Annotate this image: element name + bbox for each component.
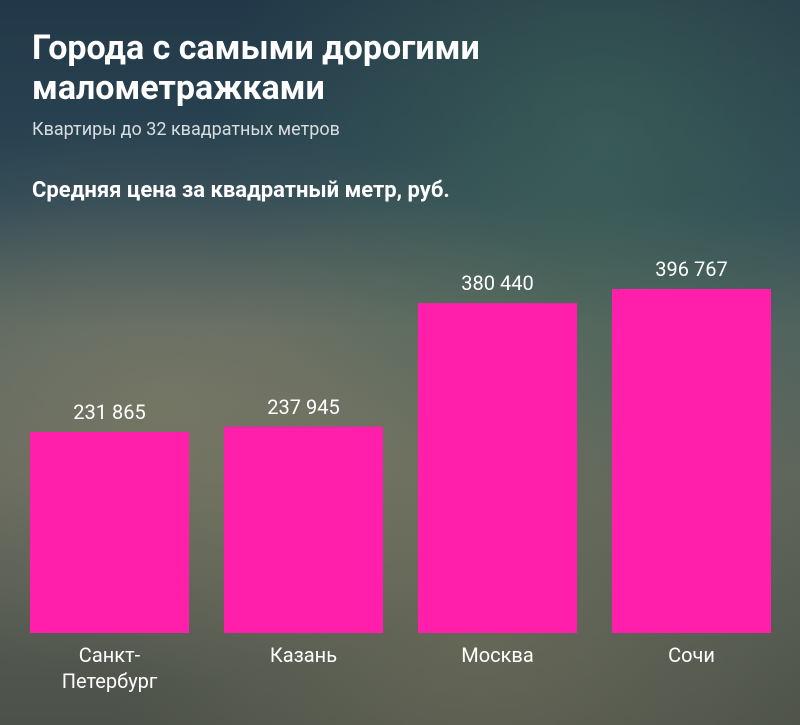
data-label: 231 865 [73,399,146,424]
bar [30,431,189,633]
x-tick-label: Москва [461,643,534,667]
x-tick-label: Санкт-Петербург [61,643,158,693]
bar [612,289,771,633]
chart-title: Города с самыми дорогими малометражками [32,28,480,108]
chart-subtitle: Квартиры до 32 квадратных метров [32,119,340,140]
bar [418,303,577,633]
x-tick-label: Казань [269,643,338,667]
bar [224,426,383,633]
data-label: 380 440 [461,271,534,296]
data-label: 237 945 [267,394,340,419]
data-label: 396 767 [655,257,728,281]
value-axis-label: Средняя цена за квадратный метр, руб. [32,178,450,203]
x-tick-label: Сочи [668,643,715,667]
